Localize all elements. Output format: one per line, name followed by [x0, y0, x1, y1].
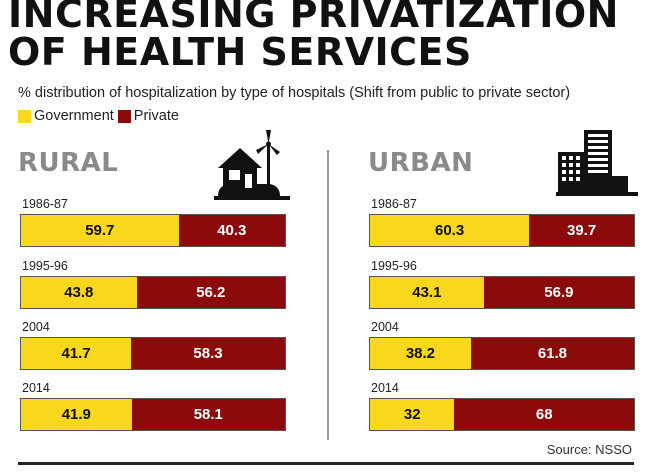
rural-private-bar: 58.1 — [131, 399, 285, 430]
bottom-rule — [18, 462, 634, 465]
rural-bar-row: 41.9 58.1 — [20, 398, 286, 431]
house-windmill-icon — [214, 130, 290, 200]
rural-year-label: 2004 — [22, 320, 50, 334]
urban-government-bar: 38.2 — [370, 338, 471, 369]
urban-private-bar: 68 — [454, 399, 634, 430]
legend-label-private: Private — [133, 108, 179, 124]
rural-private-bar: 40.3 — [178, 215, 285, 246]
urban-bar-row: 38.2 61.8 — [369, 337, 635, 370]
urban-private-bar: 56.9 — [483, 277, 634, 308]
legend-item-private: Private — [117, 108, 179, 124]
source-note: Source: NSSO — [546, 442, 632, 457]
legend-swatch-government — [18, 109, 31, 123]
chart-subtitle: % distribution of hospitalization by typ… — [18, 85, 571, 101]
rural-bar-row: 43.8 56.2 — [20, 276, 286, 309]
panel-divider — [327, 150, 329, 440]
urban-year-label: 1995-96 — [371, 259, 417, 273]
urban-bar-row: 60.3 39.7 — [369, 214, 635, 247]
urban-private-bar: 39.7 — [529, 215, 634, 246]
urban-government-bar: 60.3 — [370, 215, 530, 246]
urban-year-label: 2004 — [371, 320, 399, 334]
urban-government-bar: 43.1 — [370, 277, 484, 308]
rural-year-label: 1986-87 — [22, 197, 68, 211]
chart-title-line-2: OF HEALTH SERVICES — [8, 30, 472, 74]
rural-year-label: 1995-96 — [22, 259, 68, 273]
legend-label-government: Government — [34, 108, 114, 124]
rural-private-bar: 56.2 — [136, 277, 285, 308]
urban-private-bar: 61.8 — [470, 338, 634, 369]
urban-year-label: 2014 — [371, 381, 399, 395]
rural-government-bar: 59.7 — [21, 215, 179, 246]
rural-government-bar: 43.8 — [21, 277, 137, 308]
chart-title-line-1: INCREASING PRIVATIZATION — [8, 0, 619, 36]
rural-year-label: 2014 — [22, 381, 50, 395]
urban-bar-row: 32 68 — [369, 398, 635, 431]
legend: Government Private — [18, 108, 183, 124]
rural-government-bar: 41.7 — [21, 338, 132, 369]
urban-panel-title: URBAN — [368, 148, 474, 178]
rural-panel-title: RURAL — [18, 148, 119, 178]
urban-year-label: 1986-87 — [371, 197, 417, 211]
rural-private-bar: 58.3 — [131, 338, 285, 369]
urban-government-bar: 32 — [370, 399, 455, 430]
urban-bar-row: 43.1 56.9 — [369, 276, 635, 309]
legend-item-government: Government — [18, 108, 114, 124]
legend-swatch-private — [117, 109, 131, 123]
rural-bar-row: 59.7 40.3 — [20, 214, 286, 247]
rural-bar-row: 41.7 58.3 — [20, 337, 286, 370]
city-buildings-icon — [556, 130, 638, 196]
rural-government-bar: 41.9 — [21, 399, 132, 430]
